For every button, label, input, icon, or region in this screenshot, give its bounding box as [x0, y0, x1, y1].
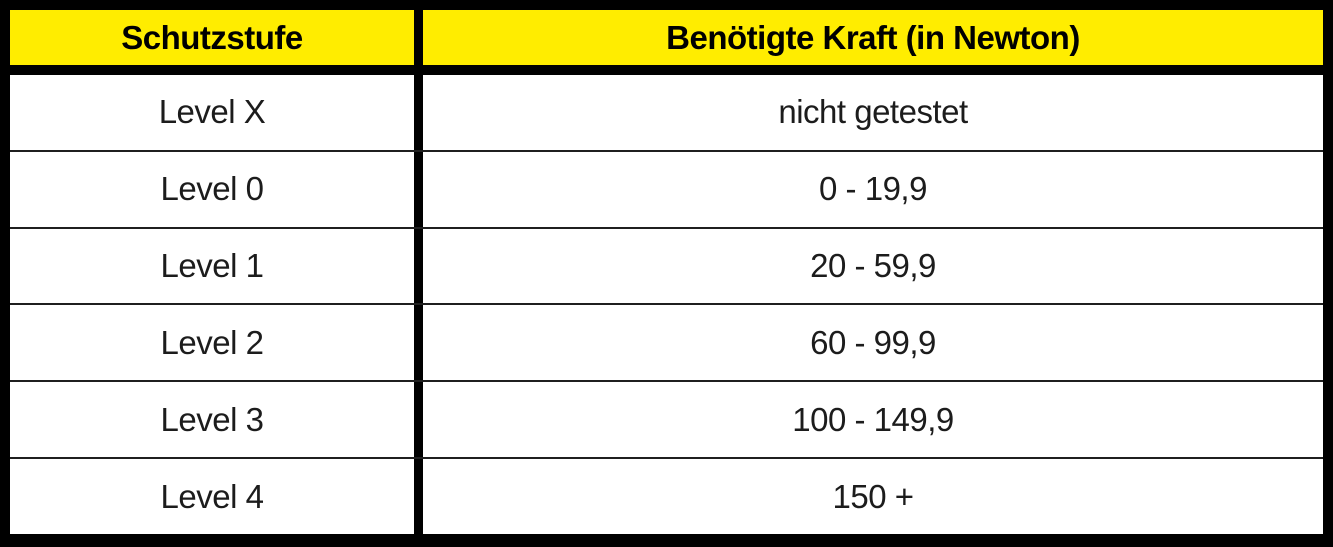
column-header-schutzstufe: Schutzstufe [10, 10, 414, 65]
level-cell: Level 2 [10, 305, 414, 381]
force-cell: 100 - 149,9 [423, 382, 1323, 458]
column-divider [414, 10, 423, 65]
column-divider [414, 459, 423, 534]
table-row-level-2: Level 2 60 - 99,9 [10, 303, 1323, 381]
table-row-level-1: Level 1 20 - 59,9 [10, 226, 1323, 304]
force-cell: 20 - 59,9 [423, 228, 1323, 304]
force-cell: 0 - 19,9 [423, 151, 1323, 227]
level-cell: Level 3 [10, 382, 414, 458]
table-row-level-3: Level 3 100 - 149,9 [10, 380, 1323, 458]
force-cell: 60 - 99,9 [423, 305, 1323, 381]
table-row-level-4: Level 4 150 + [10, 457, 1323, 534]
table-body: Level X nicht getestet Level 0 0 - 19,9 … [10, 75, 1323, 534]
force-cell: nicht getestet [423, 75, 1323, 150]
table-row-level-x: Level X nicht getestet [10, 75, 1323, 150]
table-row-level-0: Level 0 0 - 19,9 [10, 149, 1323, 227]
level-cell: Level 0 [10, 151, 414, 227]
level-cell: Level 4 [10, 459, 414, 534]
column-divider [414, 151, 423, 227]
table-header-row: Schutzstufe Benötigte Kraft (in Newton) [10, 10, 1323, 75]
level-cell: Level 1 [10, 228, 414, 304]
level-cell: Level X [10, 75, 414, 150]
column-divider [414, 75, 423, 150]
column-header-benoetigte-kraft: Benötigte Kraft (in Newton) [423, 10, 1323, 65]
force-cell: 150 + [423, 459, 1323, 534]
column-divider [414, 382, 423, 458]
column-divider [414, 305, 423, 381]
column-divider [414, 228, 423, 304]
